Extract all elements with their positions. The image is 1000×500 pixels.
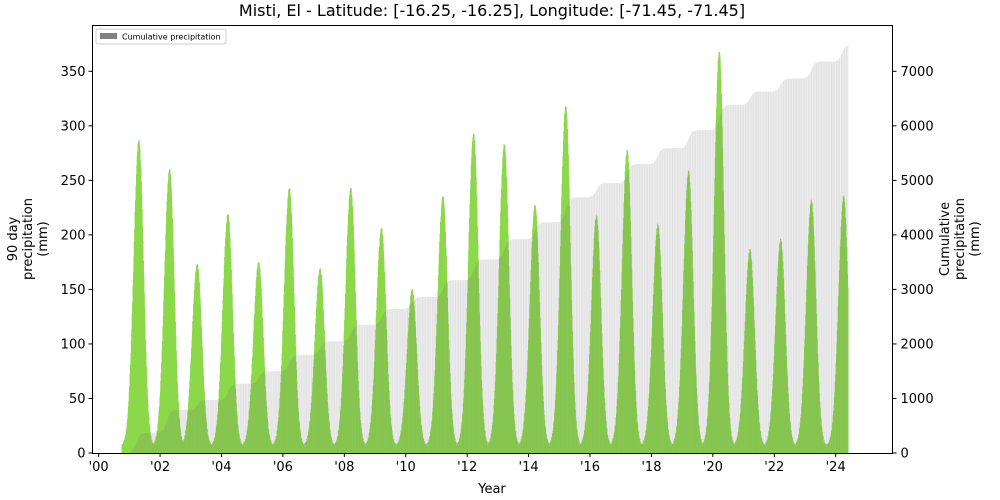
x-tick-label: '10: [396, 460, 416, 475]
y-tick-label-left: 350: [61, 65, 86, 80]
x-tick-label: '12: [457, 460, 477, 475]
x-tick-label: '08: [334, 460, 354, 475]
y-axis-right: 0 1000 2000 3000 4000 5000 6000 7000: [892, 65, 934, 462]
y-tick-label-right: 1000: [901, 392, 934, 407]
cumulative-precipitation-area: [129, 45, 849, 454]
x-tick-label: '22: [764, 460, 784, 475]
y-axis-right-title: Cumulative precipitation (mm): [938, 198, 983, 280]
x-tick-label: '06: [273, 460, 293, 475]
y-tick-label-right: 0: [901, 447, 909, 462]
y-tick-label-left: 150: [61, 283, 86, 298]
x-tick-label: '18: [641, 460, 661, 475]
svg-text:Cumulative: Cumulative: [938, 202, 953, 276]
x-tick-label: '24: [826, 460, 846, 475]
y-tick-label-left: 50: [69, 392, 86, 407]
x-tick-label: '02: [150, 460, 170, 475]
y-tick-label-left: 0: [77, 447, 85, 462]
svg-text:(mm): (mm): [968, 221, 983, 256]
y-tick-label-left: 200: [61, 228, 86, 243]
y-axis-left-title: 90 day precipitation (mm): [6, 198, 51, 280]
legend-swatch-cumulative: [100, 33, 117, 39]
x-tick-label: '16: [580, 460, 600, 475]
chart-title: Misti, El - Latitude: [-16.25, -16.25], …: [239, 1, 745, 20]
legend: Cumulative precipitation: [95, 28, 227, 45]
x-tick-label: '20: [703, 460, 723, 475]
ninety-day-precipitation-bars: [121, 51, 849, 454]
x-axis-title: Year: [477, 482, 506, 497]
x-tick-label: '04: [211, 460, 231, 475]
y-tick-label-right: 6000: [901, 119, 934, 134]
y-axis-left: 0 50 100 150 200 250 300 350: [61, 65, 93, 462]
y-tick-label-left: 300: [61, 119, 86, 134]
plot-frame: [92, 25, 893, 454]
x-tick-label: '00: [89, 460, 109, 475]
y-tick-label-right: 2000: [901, 337, 934, 352]
y-tick-label-right: 4000: [901, 228, 934, 243]
y-tick-label-right: 3000: [901, 283, 934, 298]
svg-text:precipitation: precipitation: [21, 198, 36, 280]
y-tick-label-right: 5000: [901, 174, 934, 189]
svg-text:(mm): (mm): [36, 221, 51, 256]
legend-label-cumulative: Cumulative precipitation: [122, 33, 221, 42]
y-tick-label-right: 7000: [901, 65, 934, 80]
x-tick-label: '14: [519, 460, 539, 475]
svg-text:precipitation: precipitation: [953, 198, 968, 280]
y-tick-label-left: 100: [61, 337, 86, 352]
svg-text:90 day: 90 day: [6, 216, 21, 261]
y-tick-label-left: 250: [61, 174, 86, 189]
x-axis: '00 '02 '04 '06 '08 '10 '12 '14 '16 '18 '20 '22 '24: [89, 453, 846, 475]
legend-box: [95, 28, 227, 45]
